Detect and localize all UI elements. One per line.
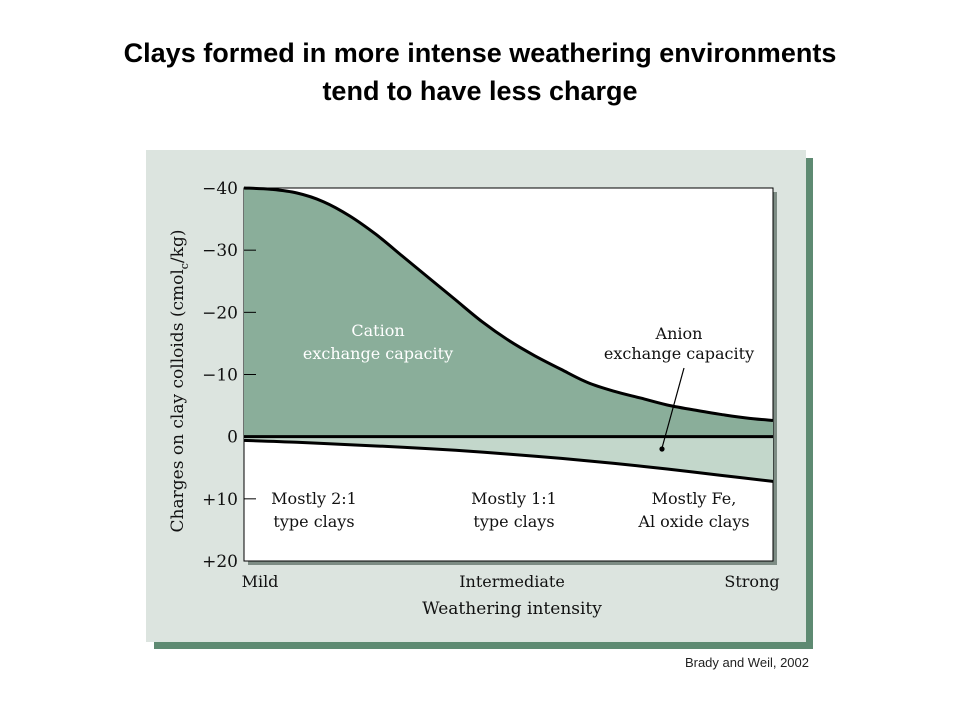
clay2-label-line1: Mostly 1:1 bbox=[471, 489, 557, 508]
aec-label-line1: Anion bbox=[655, 324, 703, 343]
y-axis-label-subscript: c bbox=[178, 263, 191, 269]
cec-curve bbox=[243, 186, 774, 422]
slide-title-line2: tend to have less charge bbox=[322, 76, 638, 106]
aec-curve bbox=[243, 438, 774, 483]
aec-area bbox=[244, 436, 773, 482]
x-tick-label-mild: Mild bbox=[242, 572, 279, 591]
cec-area bbox=[244, 188, 773, 437]
clay1-label-line1: Mostly 2:1 bbox=[271, 489, 357, 508]
cec-label-line2: exchange capacity bbox=[303, 344, 453, 363]
y-axis: −40 −30 −20 −10 0 +10 +20 bbox=[202, 179, 256, 572]
y-axis-label: Charges on clay colloids (cmolc/kg) bbox=[168, 230, 191, 533]
y-tick-label: 0 bbox=[227, 428, 238, 448]
y-tick-label: −20 bbox=[202, 303, 238, 323]
y-tick-label: +20 bbox=[202, 552, 238, 572]
slide-title: Clays formed in more intense weathering … bbox=[0, 34, 960, 110]
y-tick-label: −10 bbox=[202, 366, 238, 386]
cec-label-line1: Cation bbox=[351, 321, 404, 340]
clay3-label-line2: Al oxide clays bbox=[637, 512, 749, 531]
clay2-label-line2: type clays bbox=[473, 512, 554, 531]
y-tick-label: −40 bbox=[202, 179, 238, 199]
slide-title-line1: Clays formed in more intense weathering … bbox=[123, 38, 837, 68]
x-axis-label: Weathering intensity bbox=[422, 599, 602, 619]
y-axis-label-unit: /kg) bbox=[168, 230, 188, 264]
clay3-label-line1: Mostly Fe, bbox=[652, 489, 737, 508]
y-tick-label: +10 bbox=[202, 490, 238, 510]
aec-label-line2: exchange capacity bbox=[604, 344, 754, 363]
aec-pointer-dot bbox=[659, 446, 665, 452]
x-tick-label-strong: Strong bbox=[724, 572, 779, 591]
y-axis-label-main: Charges on clay colloids (cmol bbox=[168, 269, 188, 532]
clay1-label-line2: type clays bbox=[273, 512, 354, 531]
x-tick-label-intermediate: Intermediate bbox=[459, 572, 565, 591]
aec-pointer-line bbox=[661, 367, 685, 449]
y-tick-label: −30 bbox=[202, 241, 238, 261]
citation: Brady and Weil, 2002 bbox=[684, 655, 809, 670]
